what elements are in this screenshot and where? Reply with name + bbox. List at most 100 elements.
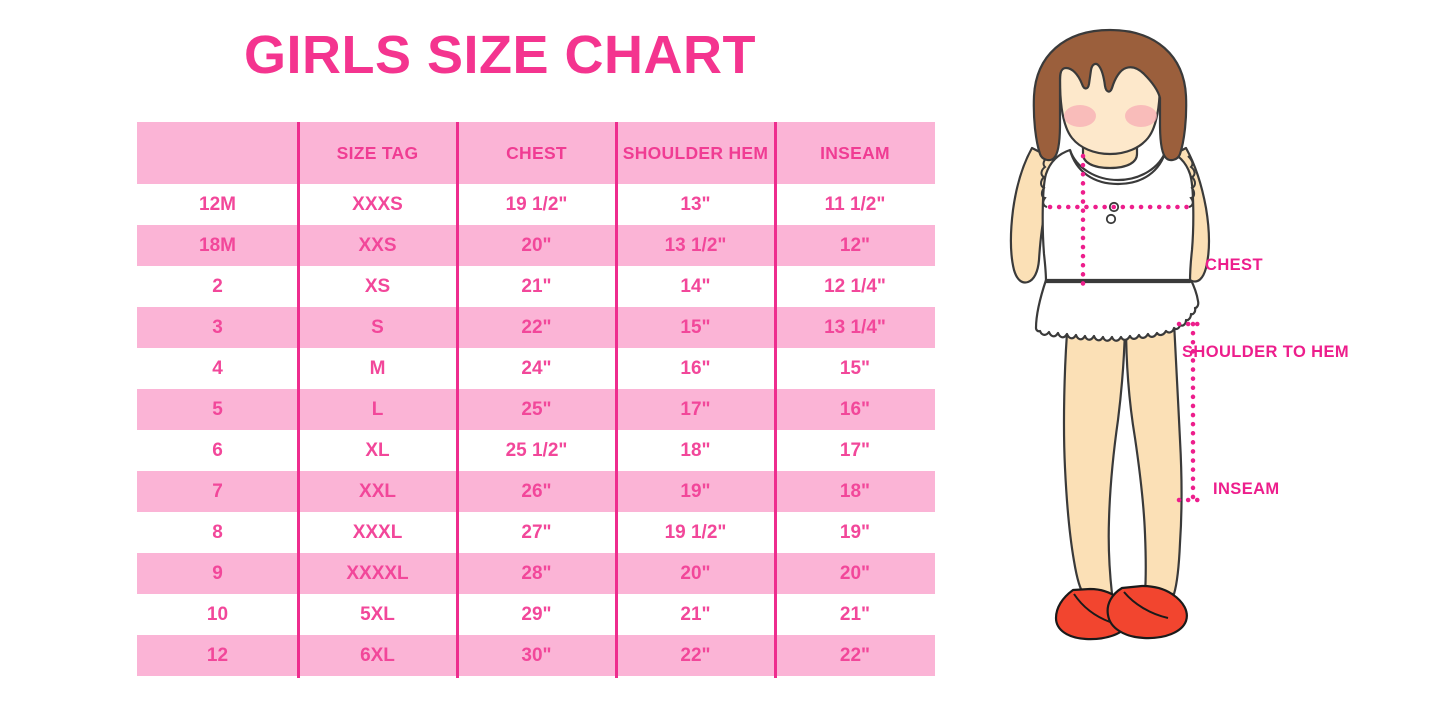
cell-size: 10 (137, 594, 298, 635)
cell-inseam: 12" (775, 225, 935, 266)
cell-size-tag: L (298, 389, 457, 430)
cell-shoulder-hem: 15" (616, 307, 775, 348)
cell-size-tag: XS (298, 266, 457, 307)
column-header-shoulder-hem: SHOULDER HEM (616, 122, 775, 184)
size-chart-table: SIZE TAG CHEST SHOULDER HEM INSEAM 12M XX… (137, 122, 935, 676)
cell-size-tag: XXL (298, 471, 457, 512)
cell-size-tag: 6XL (298, 635, 457, 676)
right-leg-shape (1124, 320, 1183, 596)
cell-shoulder-hem: 16" (616, 348, 775, 389)
cell-chest: 26" (457, 471, 616, 512)
cell-chest: 27" (457, 512, 616, 553)
cell-chest: 19 1/2" (457, 184, 616, 225)
cell-inseam: 12 1/4" (775, 266, 935, 307)
cell-size-tag: 5XL (298, 594, 457, 635)
cell-size: 12M (137, 184, 298, 225)
cell-chest: 20" (457, 225, 616, 266)
cell-size-tag: M (298, 348, 457, 389)
top-button-2 (1105, 213, 1117, 225)
cell-chest: 25" (457, 389, 616, 430)
table-body: 12M XXXS 19 1/2" 13" 11 1/2" 18M XXS 20" 13 1/2"… (137, 184, 935, 676)
cell-inseam: 17" (775, 430, 935, 471)
cell-inseam: 13 1/4" (775, 307, 935, 348)
cell-inseam: 22" (775, 635, 935, 676)
cell-size: 4 (137, 348, 298, 389)
cell-chest: 25 1/2" (457, 430, 616, 471)
cell-chest: 22" (457, 307, 616, 348)
cell-size: 9 (137, 553, 298, 594)
cell-inseam: 11 1/2" (775, 184, 935, 225)
cell-size-tag: XXXL (298, 512, 457, 553)
hair-shape (1032, 28, 1188, 162)
right-shoe-icon (1106, 584, 1188, 640)
top-shape (1041, 148, 1195, 284)
cell-size: 5 (137, 389, 298, 430)
cell-size-tag: S (298, 307, 457, 348)
cell-size: 2 (137, 266, 298, 307)
table-row: 6 XL 25 1/2" 18" 17" (137, 430, 935, 471)
cell-inseam: 19" (775, 512, 935, 553)
table-row: 10 5XL 29" 21" 21" (137, 594, 935, 635)
cell-shoulder-hem: 19" (616, 471, 775, 512)
column-header-chest: CHEST (457, 122, 616, 184)
column-divider-3 (615, 122, 618, 678)
inseam-measurement-label: INSEAM (1213, 480, 1280, 498)
cell-chest: 30" (457, 635, 616, 676)
cell-inseam: 16" (775, 389, 935, 430)
measurement-illustration-panel: CHEST SHOULDER TO HEM INSEAM (960, 28, 1445, 708)
left-shoulder-ruffle (1040, 155, 1049, 208)
column-header-size-tag: SIZE TAG (298, 122, 457, 184)
cell-chest: 29" (457, 594, 616, 635)
cell-shoulder-hem: 17" (616, 389, 775, 430)
cell-inseam: 21" (775, 594, 935, 635)
cell-size: 18M (137, 225, 298, 266)
cell-shoulder-hem: 21" (616, 594, 775, 635)
cell-inseam: 18" (775, 471, 935, 512)
table-row: 4 M 24" 16" 15" (137, 348, 935, 389)
table-row: 2 XS 21" 14" 12 1/4" (137, 266, 935, 307)
column-divider-4 (774, 122, 777, 678)
cell-size-tag: XXS (298, 225, 457, 266)
left-leg-shape (1062, 318, 1127, 596)
cell-size: 8 (137, 512, 298, 553)
girl-figure-illustration (1009, 28, 1211, 641)
column-divider-1 (297, 122, 300, 678)
table-header-row: SIZE TAG CHEST SHOULDER HEM INSEAM (137, 122, 935, 184)
table-row: 18M XXS 20" 13 1/2" 12" (137, 225, 935, 266)
page-title: GIRLS SIZE CHART (243, 25, 756, 85)
cell-size-tag: XXXS (298, 184, 457, 225)
right-shoulder-ruffle (1187, 155, 1196, 208)
column-divider-2 (456, 122, 459, 678)
shoulder-to-hem-measurement-label: SHOULDER TO HEM (1182, 343, 1350, 361)
cell-size: 3 (137, 307, 298, 348)
cell-chest: 21" (457, 266, 616, 307)
table-row: 5 L 25" 17" 16" (137, 389, 935, 430)
cell-size-tag: XL (298, 430, 457, 471)
table-row: 3 S 22" 15" 13 1/4" (137, 307, 935, 348)
cell-shoulder-hem: 13" (616, 184, 775, 225)
cell-shoulder-hem: 18" (616, 430, 775, 471)
table-row: 7 XXL 26" 19" 18" (137, 471, 935, 512)
cell-shoulder-hem: 13 1/2" (616, 225, 775, 266)
right-cheek-blush (1125, 105, 1157, 127)
column-header-size (137, 122, 298, 184)
cell-chest: 28" (457, 553, 616, 594)
table-row: 12M XXXS 19 1/2" 13" 11 1/2" (137, 184, 935, 225)
table-row: 9 XXXXL 28" 20" 20" (137, 553, 935, 594)
cell-size: 7 (137, 471, 298, 512)
left-cheek-blush (1064, 105, 1096, 127)
cell-size: 6 (137, 430, 298, 471)
skirt-shape (1034, 276, 1200, 342)
cell-shoulder-hem: 22" (616, 635, 775, 676)
cell-inseam: 15" (775, 348, 935, 389)
cell-shoulder-hem: 20" (616, 553, 775, 594)
top-neckline (1068, 149, 1168, 186)
cell-size-tag: XXXXL (298, 553, 457, 594)
cell-inseam: 20" (775, 553, 935, 594)
chest-measurement-label: CHEST (1205, 256, 1263, 274)
cell-shoulder-hem: 19 1/2" (616, 512, 775, 553)
table-row: 8 XXXL 27" 19 1/2" 19" (137, 512, 935, 553)
cell-size: 12 (137, 635, 298, 676)
table-row: 12 6XL 30" 22" 22" (137, 635, 935, 676)
column-header-inseam: INSEAM (775, 122, 935, 184)
